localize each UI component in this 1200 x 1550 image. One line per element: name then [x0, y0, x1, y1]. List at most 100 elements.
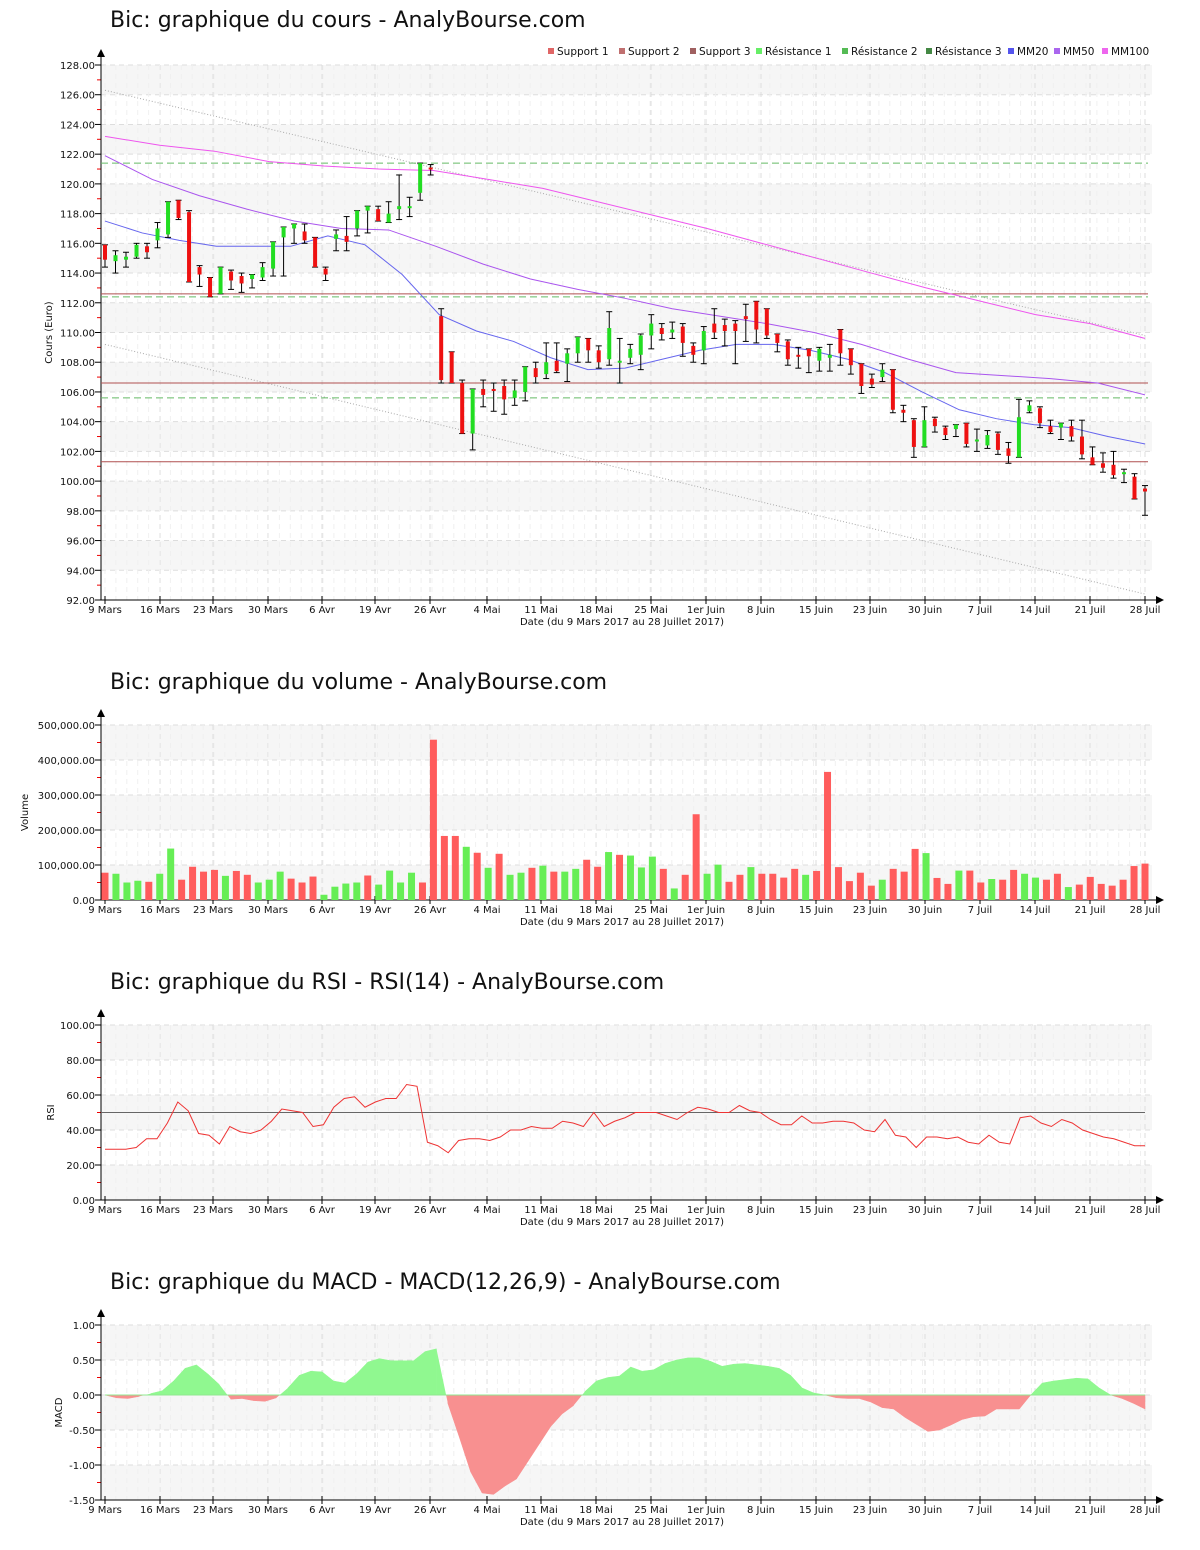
candle-up — [1016, 417, 1021, 458]
volume-chart: 500,000.00 400,000.00 300,000.00 200,000.00… — [20, 709, 1164, 928]
volume-bar-down — [101, 872, 109, 900]
volume-bar-down — [178, 879, 186, 900]
macd-xtick-label: 16 Mars — [140, 1505, 180, 1516]
rsi-xtick-label: 1er Juin — [687, 1205, 725, 1216]
price-ytick-label: 124.00 — [60, 120, 95, 131]
volume-bar-down — [725, 881, 733, 900]
macd-area-positive — [756, 1364, 769, 1396]
price-xtick-label: 28 Juil — [1130, 605, 1161, 616]
volume-xtick-label: 23 Juin — [853, 905, 887, 916]
volume-xtick-label: 18 Mai — [579, 905, 612, 916]
price-chart-title: Bic: graphique du cours - AnalyBourse.co… — [110, 8, 586, 33]
legend-item-label: Résistance 3 — [935, 46, 1002, 58]
price-xtick-label: 14 Juil — [1020, 605, 1051, 616]
volume-ytick-label: 400,000.00 — [38, 756, 95, 767]
macd-xtick-label: 8 Juin — [747, 1505, 775, 1516]
candle-up — [407, 206, 412, 209]
volume-xtick-label: 26 Avr — [414, 905, 447, 916]
volume-ytick-label: 200,000.00 — [38, 826, 95, 837]
candle-up — [638, 335, 643, 355]
volume-bar-down — [659, 868, 667, 900]
price-ytick-label: 120.00 — [60, 180, 95, 191]
candle-up — [523, 366, 528, 392]
price-xtick-label: 26 Avr — [414, 605, 447, 616]
candle-up — [827, 354, 832, 358]
candle-up — [134, 244, 139, 257]
volume-xtick-label: 19 Avr — [359, 905, 392, 916]
legend-swatch — [1102, 48, 1108, 54]
volume-bar-down — [495, 853, 503, 900]
volume-x-axis-label: Date (du 9 Mars 2017 au 28 Juillet 2017) — [520, 917, 724, 928]
rsi-xtick-label: 7 Juil — [968, 1205, 992, 1216]
candle-up — [281, 226, 286, 238]
macd-area-positive — [607, 1375, 620, 1396]
macd-area-negative — [847, 1394, 860, 1399]
macd-area-positive — [744, 1363, 757, 1396]
candle-down — [1069, 426, 1074, 437]
macd-xtick-label: 26 Avr — [414, 1505, 447, 1516]
macd-area-negative — [836, 1394, 849, 1399]
price-xtick-label: 6 Avr — [309, 605, 336, 616]
macd-band — [101, 1325, 1152, 1360]
macd-ytick-label: 0.50 — [73, 1356, 95, 1367]
candle-up — [418, 163, 423, 193]
candle-up — [355, 210, 360, 229]
volume-xtick-label: 4 Mai — [473, 905, 500, 916]
macd-ytick-label: -1.00 — [69, 1461, 95, 1472]
macd-area-positive — [333, 1380, 346, 1396]
volume-xtick-label: 21 Juil — [1075, 905, 1106, 916]
volume-bar-up — [637, 867, 645, 900]
volume-bar-down — [856, 872, 864, 900]
price-ytick-label: 118.00 — [60, 210, 95, 221]
volume-bar-down — [769, 873, 777, 900]
price-xtick-label: 18 Mai — [579, 605, 612, 616]
volume-bar-up — [539, 865, 547, 900]
macd-area-positive — [582, 1391, 585, 1395]
volume-bar-down — [834, 867, 842, 900]
price-ytick-label: 114.00 — [60, 269, 95, 280]
macd-area-negative — [230, 1394, 243, 1400]
candle-up — [386, 213, 391, 223]
macd-area-positive — [767, 1365, 780, 1396]
price-xtick-label: 7 Juil — [968, 605, 992, 616]
volume-bar-down — [944, 883, 952, 900]
macd-xtick-label: 9 Mars — [88, 1505, 122, 1516]
candle-down — [1111, 464, 1116, 476]
volume-bar-up — [221, 875, 229, 900]
candle-up — [607, 328, 612, 360]
rsi-xtick-label: 28 Juil — [1130, 1205, 1161, 1216]
macd-area-negative — [481, 1394, 494, 1495]
candle-up — [166, 201, 171, 235]
volume-bar-down — [1010, 869, 1018, 900]
macd-area-positive — [1041, 1380, 1054, 1396]
rsi-xtick-label: 4 Mai — [473, 1205, 500, 1216]
candle-down — [533, 368, 538, 378]
macd-area-positive — [699, 1357, 711, 1396]
volume-bar-down — [1053, 873, 1061, 900]
rsi-xtick-label: 30 Mars — [248, 1205, 288, 1216]
price-band — [101, 570, 1152, 600]
macd-xtick-label: 7 Juil — [968, 1505, 992, 1516]
candle-up — [250, 274, 255, 279]
volume-ytick-label: 500,000.00 — [38, 721, 95, 732]
candle-up — [565, 353, 570, 364]
macd-ytick-label: -1.50 — [69, 1496, 95, 1507]
rsi-y-axis-label: RSI — [46, 1104, 57, 1120]
legend-swatch — [756, 48, 762, 54]
rsi-ytick-label: 40.00 — [66, 1126, 95, 1137]
macd-x-axis-label: Date (du 9 Mars 2017 au 28 Juillet 2017) — [520, 1517, 724, 1528]
price-xtick-label: 8 Juin — [747, 605, 775, 616]
volume-xtick-label: 30 Mars — [248, 905, 288, 916]
macd-xtick-label: 23 Mars — [193, 1505, 233, 1516]
price-ytick-label: 94.00 — [66, 566, 95, 577]
macd-xtick-label: 4 Mai — [473, 1505, 500, 1516]
volume-y-axis-label: Volume — [20, 794, 31, 831]
volume-bar-up — [134, 880, 142, 900]
rsi-xtick-label: 16 Mars — [140, 1205, 180, 1216]
volume-bar-down — [594, 866, 602, 900]
candle-up — [617, 360, 622, 363]
rsi-chart-title: Bic: graphique du RSI - RSI(14) - AnalyB… — [110, 970, 665, 995]
candle-down — [313, 237, 318, 268]
rsi-xtick-label: 11 Mai — [524, 1205, 557, 1216]
candle-down — [764, 308, 769, 336]
